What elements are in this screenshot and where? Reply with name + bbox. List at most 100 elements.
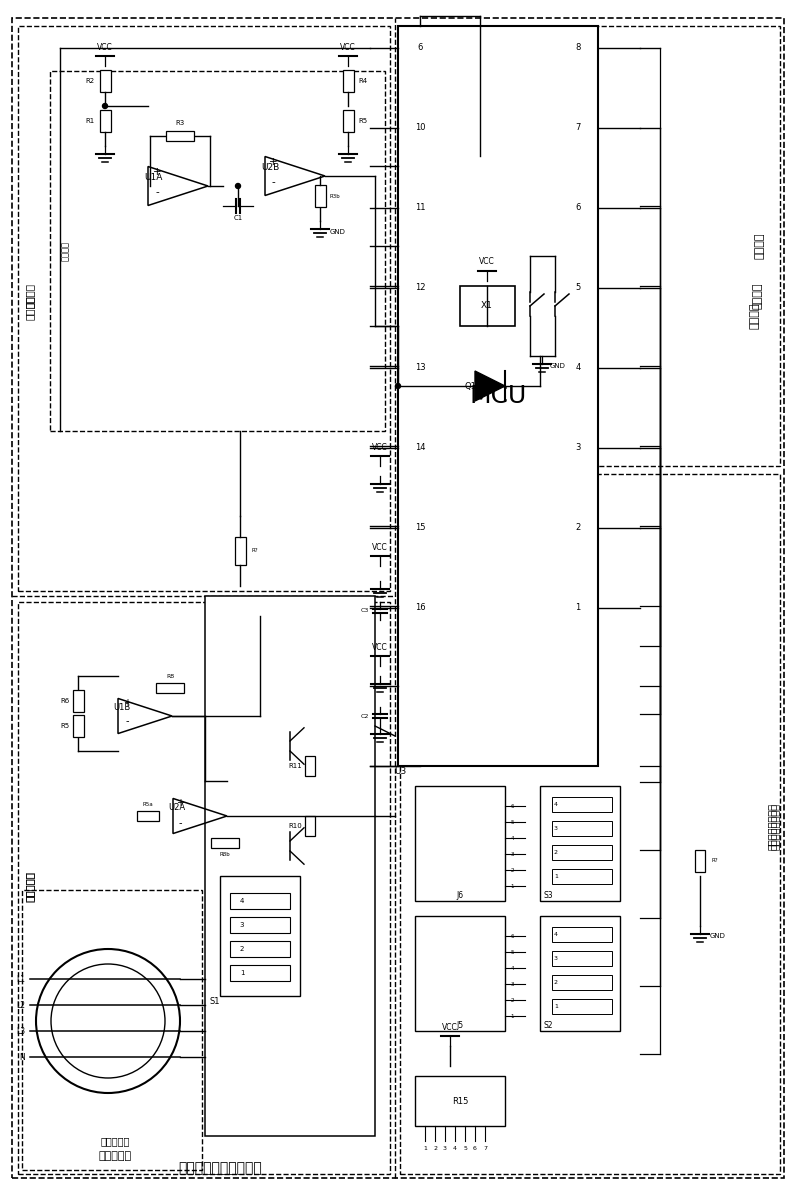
Text: -: - — [126, 716, 129, 726]
Text: R2: R2 — [86, 78, 94, 84]
Text: 6: 6 — [575, 203, 581, 213]
Bar — [342, 110, 354, 132]
Bar — [460, 286, 515, 327]
Text: +: + — [153, 167, 162, 177]
Text: 1: 1 — [510, 884, 514, 889]
Bar — [540, 786, 620, 901]
Bar — [314, 185, 326, 207]
Bar — [695, 850, 705, 872]
Text: 执行电路: 执行电路 — [753, 282, 763, 310]
Text: 4: 4 — [554, 933, 558, 938]
Text: -: - — [271, 177, 275, 187]
Text: 6: 6 — [473, 1147, 477, 1152]
Text: R10: R10 — [288, 823, 302, 829]
Text: R15: R15 — [452, 1097, 468, 1105]
Text: 电子绳路: 电子绳路 — [25, 295, 35, 321]
Bar — [18, 602, 390, 1174]
Text: R5: R5 — [358, 118, 367, 124]
Text: VCC: VCC — [340, 43, 356, 51]
Text: 1: 1 — [575, 604, 581, 612]
Text: U1B: U1B — [114, 703, 130, 713]
Bar — [137, 811, 159, 820]
Bar — [99, 71, 110, 92]
Text: L3: L3 — [16, 1026, 25, 1036]
Text: +: + — [269, 157, 278, 167]
Text: C2: C2 — [361, 714, 369, 719]
Bar — [398, 26, 598, 765]
Text: MCU: MCU — [470, 384, 526, 408]
Bar — [415, 916, 505, 1031]
Text: R?: R? — [252, 549, 258, 554]
Circle shape — [395, 384, 401, 389]
Circle shape — [235, 183, 241, 189]
Text: 4: 4 — [510, 836, 514, 841]
Text: 11: 11 — [414, 203, 426, 213]
Bar — [552, 820, 612, 836]
Text: X1: X1 — [481, 301, 493, 311]
Bar — [50, 71, 385, 431]
Text: J6: J6 — [457, 891, 463, 901]
Text: 参数调整显示电路: 参数调整显示电路 — [767, 803, 777, 849]
Text: 2: 2 — [510, 997, 514, 1002]
Text: GND: GND — [710, 933, 726, 939]
Bar — [234, 537, 246, 565]
Text: U1A: U1A — [144, 173, 162, 183]
Text: 2: 2 — [554, 981, 558, 986]
Bar — [230, 965, 290, 981]
Text: 8: 8 — [575, 43, 581, 53]
Text: 3: 3 — [575, 444, 581, 452]
Text: 6: 6 — [418, 43, 422, 53]
Text: 5: 5 — [575, 283, 581, 293]
Text: 13: 13 — [414, 364, 426, 372]
Bar — [205, 596, 375, 1136]
Text: 电子线路一: 电子线路一 — [25, 872, 35, 901]
Text: 3: 3 — [443, 1147, 447, 1152]
Text: 2: 2 — [510, 867, 514, 873]
Text: GND: GND — [330, 228, 346, 234]
Bar — [230, 917, 290, 933]
Text: R3: R3 — [175, 120, 185, 126]
Bar — [552, 869, 612, 884]
Text: VCC: VCC — [372, 443, 388, 452]
Polygon shape — [475, 371, 505, 401]
Circle shape — [102, 104, 107, 109]
Text: -: - — [178, 818, 182, 828]
Text: 16: 16 — [414, 604, 426, 612]
Text: GND: GND — [550, 364, 566, 370]
Text: 1: 1 — [554, 874, 558, 879]
Bar — [211, 838, 239, 848]
Text: +: + — [123, 698, 131, 708]
Text: VCC: VCC — [372, 543, 388, 551]
Text: 2: 2 — [575, 524, 581, 532]
Text: 7: 7 — [483, 1147, 487, 1152]
Bar — [166, 132, 194, 141]
Text: 5: 5 — [510, 950, 514, 954]
Text: 电流互感器: 电流互感器 — [100, 1136, 130, 1146]
Text: 1: 1 — [554, 1005, 558, 1009]
Bar — [22, 890, 202, 1170]
Text: 10: 10 — [414, 123, 426, 133]
Text: 3: 3 — [510, 852, 514, 856]
Bar — [415, 786, 505, 901]
Text: 5: 5 — [510, 819, 514, 824]
Text: VCC: VCC — [372, 642, 388, 652]
Text: J5: J5 — [457, 1021, 463, 1031]
Text: R11: R11 — [288, 763, 302, 769]
Text: 4: 4 — [510, 965, 514, 970]
Text: 电子绳路: 电子绳路 — [25, 283, 35, 309]
Text: Q1: Q1 — [464, 382, 476, 391]
Text: U3: U3 — [394, 767, 406, 775]
Text: S2: S2 — [543, 1021, 553, 1031]
Bar — [342, 71, 354, 92]
Text: S1: S1 — [210, 996, 220, 1006]
Text: 4: 4 — [554, 803, 558, 807]
Bar — [400, 474, 780, 1174]
Bar — [552, 797, 612, 812]
Bar — [552, 846, 612, 860]
Bar — [552, 951, 612, 966]
Text: 15: 15 — [414, 524, 426, 532]
Text: U2B: U2B — [261, 164, 279, 172]
Bar — [540, 916, 620, 1031]
Text: R8b: R8b — [220, 852, 230, 856]
Text: L2: L2 — [16, 1001, 25, 1009]
